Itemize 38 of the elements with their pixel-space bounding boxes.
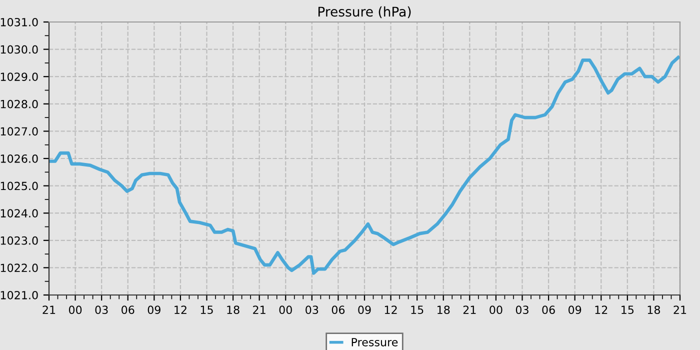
- x-tick-label: 12: [174, 306, 186, 314]
- x-tick-label: 15: [200, 306, 213, 314]
- x-tick-label: 09: [148, 306, 160, 314]
- x-tick-label: 18: [438, 306, 450, 314]
- y-tick-label: 1025.0: [0, 182, 38, 190]
- y-tick-label: 1023.0: [0, 236, 38, 245]
- x-tick-label: 09: [568, 306, 582, 314]
- y-tick-label: 1026.0: [0, 154, 38, 163]
- x-tick-label: 12: [384, 306, 397, 314]
- x-tick-label: 06: [332, 306, 345, 314]
- y-tick-label: 1029.0: [0, 72, 38, 81]
- y-tick-label: 1021.0: [0, 290, 38, 300]
- x-tick-label: 09: [358, 306, 371, 314]
- y-tick-label: 1031.0: [0, 18, 38, 26]
- x-tick-label: 12: [595, 306, 608, 314]
- y-tick-label: 1027.0: [0, 127, 38, 136]
- x-tick-label: 21: [674, 306, 686, 314]
- x-tick-label: 03: [306, 306, 318, 314]
- y-tick-label: 1030.0: [0, 45, 38, 54]
- x-tick-label: 21: [253, 306, 266, 314]
- legend-label: Pressure: [352, 338, 398, 346]
- x-tick-label: 06: [122, 306, 134, 314]
- x-tick-label: 15: [622, 306, 634, 314]
- x-tick-label: 18: [648, 306, 660, 314]
- x-tick-label: 21: [463, 306, 476, 314]
- x-tick-label: 00: [279, 306, 292, 314]
- y-tick-label: 1028.0: [0, 100, 38, 108]
- chart-title: Pressure (hPa): [318, 6, 411, 18]
- x-tick-label: 06: [542, 306, 555, 314]
- x-tick-label: 18: [227, 306, 240, 314]
- y-tick-label: 1024.0: [0, 209, 38, 218]
- y-tick-label: 1022.0: [0, 264, 38, 272]
- x-tick-label: 15: [411, 306, 424, 314]
- x-tick-label: 21: [42, 306, 56, 314]
- x-tick-label: 00: [68, 306, 82, 314]
- x-tick-label: 03: [95, 306, 108, 314]
- x-tick-label: 03: [516, 306, 528, 314]
- x-tick-label: 00: [490, 306, 502, 314]
